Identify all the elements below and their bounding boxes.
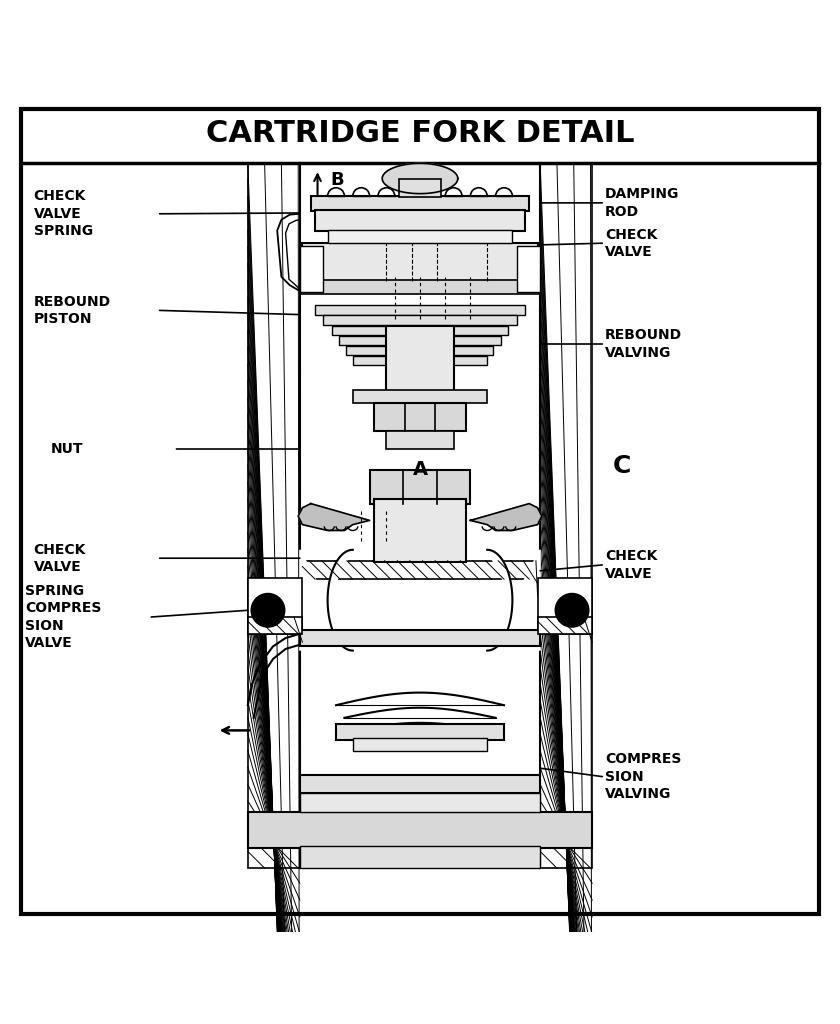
Bar bbox=[300, 775, 540, 794]
Polygon shape bbox=[487, 550, 540, 650]
Bar bbox=[300, 630, 540, 646]
Text: SPRING
COMPRES
SION
VALVE: SPRING COMPRES SION VALVE bbox=[25, 584, 102, 650]
Text: CARTRIDGE FORK DETAIL: CARTRIDGE FORK DETAIL bbox=[206, 120, 634, 148]
Text: C: C bbox=[612, 454, 631, 478]
Bar bbox=[328, 229, 512, 244]
Text: CHECK
VALVE: CHECK VALVE bbox=[605, 227, 657, 259]
Text: NUT: NUT bbox=[50, 442, 83, 456]
Bar bbox=[323, 315, 517, 325]
Text: CHECK
VALVE: CHECK VALVE bbox=[605, 549, 657, 581]
Text: REBOUND
VALVING: REBOUND VALVING bbox=[605, 329, 682, 359]
Bar bbox=[374, 500, 466, 562]
Bar bbox=[300, 794, 540, 812]
Text: B: B bbox=[330, 171, 344, 189]
Bar bbox=[399, 178, 441, 197]
Bar bbox=[301, 281, 539, 294]
Bar bbox=[248, 578, 302, 634]
Text: CHECK
VALVE: CHECK VALVE bbox=[34, 543, 86, 573]
Bar bbox=[346, 346, 493, 355]
Polygon shape bbox=[382, 164, 458, 194]
Bar bbox=[353, 355, 487, 365]
Bar bbox=[248, 812, 592, 848]
Circle shape bbox=[251, 594, 285, 627]
Bar bbox=[339, 336, 501, 345]
Bar bbox=[302, 243, 538, 281]
Bar bbox=[370, 470, 470, 504]
Polygon shape bbox=[300, 550, 353, 650]
Bar bbox=[300, 246, 323, 292]
Bar bbox=[538, 617, 592, 634]
Bar bbox=[353, 738, 487, 752]
Polygon shape bbox=[298, 504, 370, 530]
Bar bbox=[517, 246, 540, 292]
Bar bbox=[540, 163, 592, 868]
Bar bbox=[353, 390, 487, 402]
Bar bbox=[315, 210, 525, 230]
Bar bbox=[300, 846, 540, 868]
Text: COMPRES
SION
VALVING: COMPRES SION VALVING bbox=[605, 753, 681, 801]
Circle shape bbox=[555, 594, 589, 627]
Bar bbox=[336, 724, 504, 740]
Text: A: A bbox=[412, 461, 428, 479]
Bar bbox=[248, 163, 300, 868]
Bar bbox=[248, 617, 302, 634]
Bar bbox=[538, 578, 592, 634]
Bar bbox=[374, 402, 466, 430]
Text: CHECK
VALVE
SPRING: CHECK VALVE SPRING bbox=[34, 189, 92, 239]
Bar bbox=[302, 561, 538, 580]
Polygon shape bbox=[470, 504, 542, 530]
Text: REBOUND
PISTON: REBOUND PISTON bbox=[34, 295, 111, 326]
Bar bbox=[386, 326, 454, 394]
Bar bbox=[311, 197, 529, 211]
Bar bbox=[332, 326, 508, 335]
Bar bbox=[315, 305, 525, 314]
Bar bbox=[386, 430, 454, 449]
Text: DAMPING
ROD: DAMPING ROD bbox=[605, 187, 680, 218]
